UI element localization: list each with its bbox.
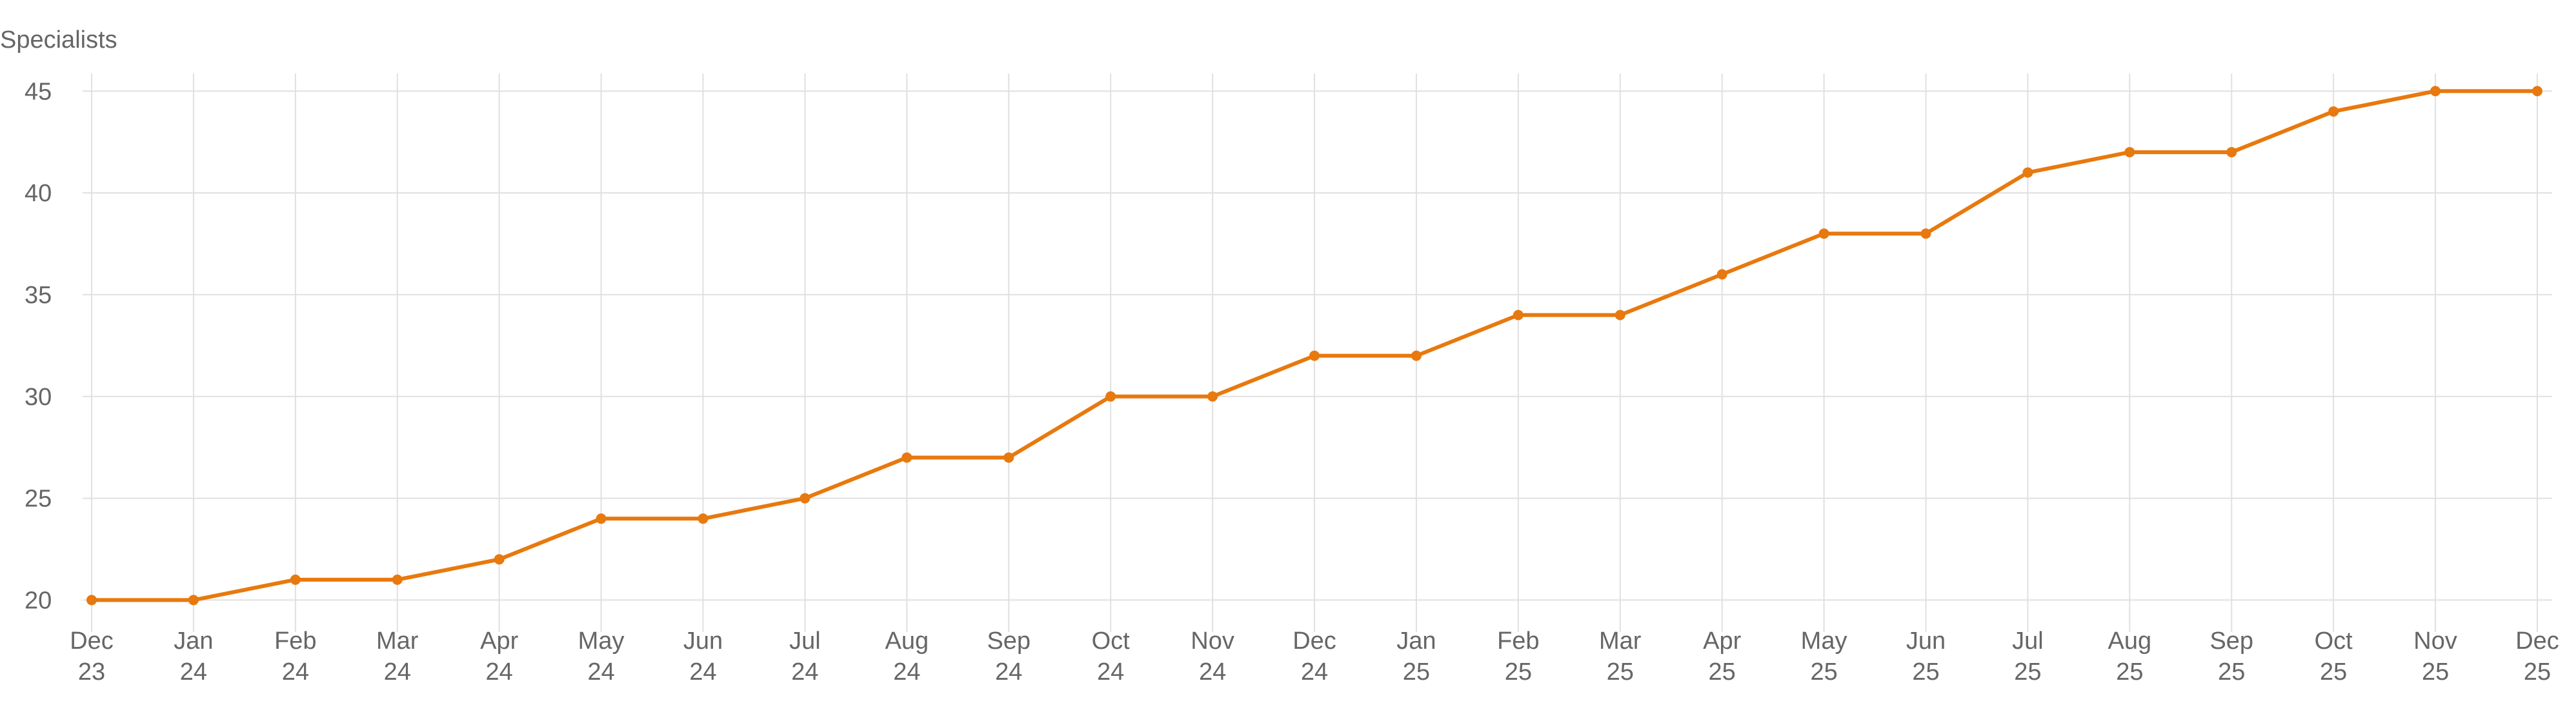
x-tick-label: Aug 25 xyxy=(2108,628,2152,686)
x-tick-label: Sep 24 xyxy=(987,628,1031,686)
data-point[interactable] xyxy=(2124,146,2135,157)
x-tick-label: Apr 24 xyxy=(480,628,518,686)
x-tick-label: Jan 24 xyxy=(174,628,213,686)
data-point[interactable] xyxy=(698,513,709,524)
x-tick-label: Oct 24 xyxy=(1092,628,1131,686)
data-point[interactable] xyxy=(2022,167,2033,178)
data-point[interactable] xyxy=(86,595,97,606)
y-tick-label: 30 xyxy=(25,384,52,411)
data-point[interactable] xyxy=(1716,269,1727,280)
x-tick-label: Nov 24 xyxy=(1191,628,1234,686)
data-point[interactable] xyxy=(1818,228,1829,239)
y-tick-label: 45 xyxy=(25,78,52,105)
data-point[interactable] xyxy=(2328,106,2339,117)
y-tick-label: 25 xyxy=(25,486,52,513)
data-point[interactable] xyxy=(1207,391,1218,402)
x-tick-label: May 24 xyxy=(578,628,625,686)
data-point[interactable] xyxy=(392,574,403,585)
x-tick-label: Jul 25 xyxy=(2012,628,2044,686)
x-tick-label: Mar 25 xyxy=(1599,628,1642,686)
data-point[interactable] xyxy=(2532,86,2542,97)
x-tick-label: Feb 24 xyxy=(274,628,316,686)
data-point[interactable] xyxy=(188,595,199,606)
x-tick-label: Jul 24 xyxy=(789,628,821,686)
data-point[interactable] xyxy=(1309,350,1320,361)
data-point[interactable] xyxy=(2226,146,2237,157)
series xyxy=(86,86,2542,606)
y-tick-label: 35 xyxy=(25,282,52,309)
y-tick-label: 20 xyxy=(25,587,52,614)
grid xyxy=(83,74,2552,632)
x-tick-label: Oct 25 xyxy=(2315,628,2353,686)
data-point[interactable] xyxy=(1513,310,1524,321)
x-axis-ticks: Dec 23 Jan 24 Feb 24 Mar 24 Apr 24 May 24 Jun 24 Jul 24… xyxy=(70,628,2559,686)
x-tick-label: Feb 25 xyxy=(1497,628,1539,686)
data-point[interactable] xyxy=(290,574,301,585)
x-tick-label: Jan 25 xyxy=(1396,628,1436,686)
x-tick-label: Nov 25 xyxy=(2413,628,2457,686)
x-tick-label: Apr 25 xyxy=(1703,628,1741,686)
data-point[interactable] xyxy=(1920,228,1931,239)
data-point[interactable] xyxy=(2430,86,2441,97)
data-point[interactable] xyxy=(901,452,912,463)
x-tick-label: Dec 25 xyxy=(2515,628,2559,686)
data-point[interactable] xyxy=(596,513,607,524)
x-tick-label: May 25 xyxy=(1801,628,1847,686)
x-tick-label: Dec 24 xyxy=(1293,628,1336,686)
x-tick-label: Dec 23 xyxy=(70,628,114,686)
data-point[interactable] xyxy=(1411,350,1422,361)
x-tick-label: Jun 25 xyxy=(1906,628,1946,686)
y-axis-title: Specialists xyxy=(0,26,117,54)
x-tick-label: Aug 24 xyxy=(885,628,929,686)
data-point[interactable] xyxy=(494,554,505,565)
data-point[interactable] xyxy=(1615,310,1625,321)
x-tick-label: Jun 24 xyxy=(683,628,723,686)
data-point[interactable] xyxy=(800,493,810,504)
y-axis-ticks: 20 25 30 35 40 45 xyxy=(25,78,52,614)
data-point[interactable] xyxy=(1003,452,1014,463)
data-point[interactable] xyxy=(1105,391,1116,402)
y-tick-label: 40 xyxy=(25,180,52,207)
x-tick-label: Mar 24 xyxy=(376,628,419,686)
x-tick-label: Sep 25 xyxy=(2209,628,2253,686)
